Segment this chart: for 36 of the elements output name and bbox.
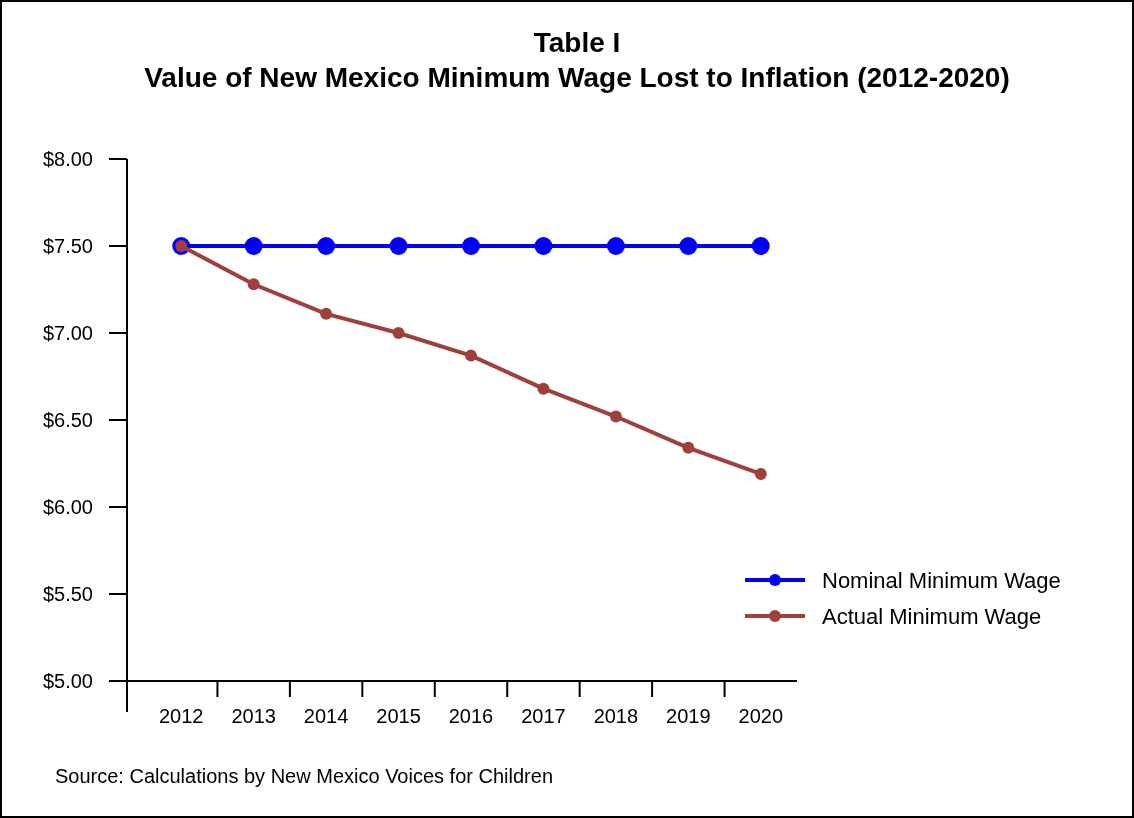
point [679, 237, 698, 255]
legend-label: Nominal Minimum Wage [822, 568, 1061, 593]
point [751, 237, 770, 255]
point [534, 237, 553, 255]
point [392, 327, 405, 339]
point [320, 307, 333, 320]
point [606, 237, 625, 255]
point [465, 349, 477, 362]
x-tick-label: 2018 [593, 705, 639, 727]
point [244, 237, 263, 255]
y-tick-label: $6.00 [42, 496, 93, 518]
source-note: Source: Calculations by New Mexico Voices for Children [55, 765, 553, 787]
x-tick-label: 2012 [158, 705, 204, 727]
y-tick-label: $7.00 [42, 322, 93, 344]
point [462, 237, 480, 255]
x-tick-label: 2015 [376, 705, 421, 727]
point [389, 237, 408, 255]
point [754, 467, 767, 480]
y-tick-label: $8.00 [42, 148, 93, 170]
y-tick-label: $7.50 [42, 235, 93, 257]
y-tick-label: $5.50 [42, 583, 93, 605]
y-tick-label: $5.00 [42, 670, 93, 692]
y-tick-label: $6.50 [42, 409, 93, 431]
x-tick-label: 2019 [666, 705, 711, 727]
x-tick-label: 2014 [303, 705, 349, 727]
x-tick-label: 2013 [231, 705, 276, 727]
point [682, 441, 695, 454]
x-tick-label: 2017 [521, 705, 566, 727]
point [609, 410, 622, 423]
point [317, 237, 336, 255]
x-tick-label: 2016 [448, 705, 494, 727]
x-tick-label: 2020 [738, 705, 784, 727]
point [247, 278, 260, 291]
point [537, 382, 550, 395]
legend-label: Actual Minimum Wage [822, 604, 1042, 629]
chart-title: Table I Value of New Mexico Minimum Wage Lost to Inflation (2012-2020) [144, 27, 1010, 93]
